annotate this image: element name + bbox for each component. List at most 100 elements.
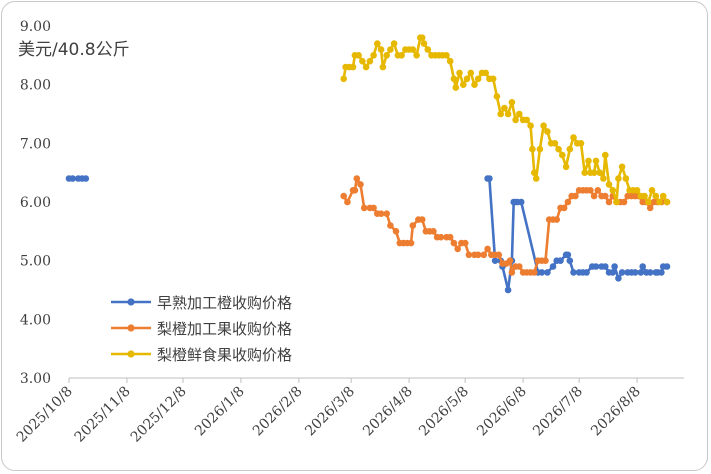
data-point (506, 257, 514, 265)
data-point (454, 245, 462, 253)
data-point (474, 75, 482, 83)
data-point (450, 75, 458, 83)
data-point (566, 257, 574, 265)
data-point (409, 46, 417, 53)
data-point (527, 122, 534, 129)
data-point (605, 181, 613, 188)
data-point (379, 63, 387, 71)
series-3 (340, 34, 671, 206)
legend-item: 梨橙鲜食果收购价格 (111, 346, 292, 364)
data-point (620, 198, 628, 206)
data-point (357, 181, 364, 188)
data-point (602, 151, 609, 159)
data-point (618, 163, 626, 171)
data-point (594, 187, 602, 194)
data-point (646, 204, 654, 212)
y-tick-label: 4.00 (20, 312, 51, 328)
data-point (407, 239, 415, 247)
data-point (564, 251, 572, 259)
x-tick-label: 2026/7/8 (530, 384, 586, 440)
legend-swatch-marker (127, 298, 135, 306)
data-point (516, 110, 523, 118)
data-point (370, 52, 377, 59)
data-point (555, 145, 562, 153)
data-point (349, 63, 357, 71)
data-point (508, 99, 516, 106)
x-tick-label: 2026/8/8 (588, 384, 644, 440)
data-point (544, 128, 551, 135)
data-point (540, 122, 547, 129)
data-point (529, 145, 536, 153)
data-point (374, 40, 381, 47)
data-point (463, 75, 471, 83)
data-point (609, 187, 617, 194)
data-point (420, 40, 428, 47)
data-point (480, 251, 488, 259)
data-point (590, 192, 598, 200)
data-point (512, 116, 519, 124)
data-point (538, 269, 546, 276)
data-point (618, 269, 626, 276)
data-point (639, 263, 646, 270)
y-tick-label: 7.00 (20, 136, 51, 152)
data-point (437, 233, 445, 241)
x-tick-label: 2026/6/8 (474, 384, 530, 440)
data-point (609, 269, 617, 276)
data-point (553, 216, 560, 223)
data-point (559, 151, 566, 159)
data-point (443, 52, 450, 59)
data-point (516, 263, 523, 270)
data-point (409, 222, 417, 229)
data-point (461, 239, 469, 247)
data-point (523, 116, 531, 124)
data-point (446, 57, 454, 65)
data-point (340, 192, 348, 200)
data-point (484, 245, 491, 253)
x-tick-label: 2026/2/8 (250, 384, 306, 440)
data-point (377, 46, 385, 53)
data-point (489, 75, 497, 83)
data-point (602, 263, 609, 270)
data-point (340, 75, 348, 83)
data-point (531, 169, 538, 176)
data-point (633, 187, 641, 194)
y-tick-label: 3.00 (20, 371, 51, 387)
x-tick-label: 2026/4/8 (360, 384, 416, 440)
data-point (549, 263, 557, 270)
data-point (659, 192, 667, 200)
data-point (504, 286, 512, 294)
data-point (413, 52, 420, 59)
data-point (82, 175, 90, 182)
data-point (418, 216, 426, 223)
data-point (491, 257, 499, 265)
x-tick-label: 2025/10/8 (14, 384, 76, 446)
data-point (351, 187, 359, 194)
data-point (551, 140, 559, 147)
data-point (467, 69, 475, 77)
data-point (656, 198, 663, 206)
data-point (566, 145, 574, 153)
y-tick-label: 6.00 (20, 195, 51, 211)
data-point (613, 198, 620, 206)
data-point (615, 275, 622, 282)
data-point (344, 198, 351, 206)
data-point (583, 269, 590, 276)
y-tick-label: 8.00 (20, 78, 51, 94)
data-point (587, 187, 594, 194)
data-point (646, 269, 654, 276)
data-point (637, 269, 645, 276)
data-point (424, 46, 432, 53)
data-point (544, 269, 551, 276)
data-point (486, 175, 493, 182)
data-point (430, 228, 437, 235)
data-point (360, 204, 368, 212)
data-point (592, 263, 600, 270)
y-tick-label: 9.00 (20, 19, 51, 35)
data-point (577, 140, 585, 147)
data-point (596, 169, 603, 176)
data-point (418, 34, 426, 41)
data-point (366, 57, 374, 65)
